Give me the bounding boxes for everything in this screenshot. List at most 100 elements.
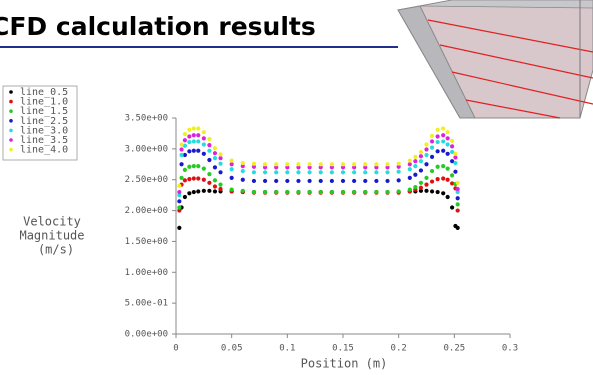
data-point: [183, 132, 187, 136]
data-point: [192, 139, 196, 143]
data-point: [218, 156, 222, 160]
data-point: [441, 126, 445, 130]
data-point: [330, 179, 334, 183]
data-point: [319, 179, 323, 183]
data-point: [408, 162, 412, 166]
x-tick-label: 0.25: [443, 344, 465, 354]
data-point: [424, 176, 428, 180]
data-point: [319, 162, 323, 166]
data-point: [196, 139, 200, 143]
data-point: [374, 162, 378, 166]
data-point: [218, 183, 222, 187]
data-point: [241, 189, 245, 193]
data-point: [441, 164, 445, 168]
data-point: [213, 178, 217, 182]
data-point: [192, 164, 196, 168]
data-point: [419, 150, 423, 154]
data-point: [456, 208, 460, 212]
data-point: [430, 179, 434, 183]
data-point: [408, 176, 412, 180]
data-point: [202, 178, 206, 182]
data-point: [424, 142, 428, 146]
data-point: [352, 170, 356, 174]
data-point: [385, 179, 389, 183]
data-point: [453, 152, 457, 156]
data-point: [319, 170, 323, 174]
data-point: [274, 179, 278, 183]
data-point: [456, 187, 460, 191]
data-point: [430, 169, 434, 173]
data-point: [385, 170, 389, 174]
data-point: [419, 159, 423, 163]
y-tick-label: 5.00e-01: [125, 299, 168, 309]
data-point: [241, 161, 245, 165]
legend-marker: [9, 100, 13, 104]
data-point: [436, 128, 440, 132]
data-point: [263, 170, 267, 174]
data-point: [413, 159, 417, 163]
data-point: [207, 181, 211, 185]
y-tick-label: 3.50e+00: [125, 114, 168, 124]
data-point: [207, 149, 211, 153]
data-point: [179, 153, 183, 157]
data-point: [450, 173, 454, 177]
data-point: [263, 162, 267, 166]
data-point: [218, 152, 222, 156]
data-point: [308, 190, 312, 194]
data-point: [285, 162, 289, 166]
data-point: [430, 155, 434, 159]
data-point: [179, 176, 183, 180]
x-tick-label: 0.3: [502, 344, 518, 354]
data-point: [413, 164, 417, 168]
legend-marker: [9, 109, 13, 113]
data-point: [308, 162, 312, 166]
data-point: [179, 142, 183, 146]
data-point: [177, 184, 181, 188]
data-point: [453, 155, 457, 159]
data-point: [213, 151, 217, 155]
x-tick-label: 0.05: [221, 344, 243, 354]
data-point: [213, 165, 217, 169]
data-point: [374, 179, 378, 183]
legend-marker: [9, 129, 13, 133]
data-point: [441, 133, 445, 137]
data-point: [397, 189, 401, 193]
data-point: [436, 190, 440, 194]
data-point: [341, 162, 345, 166]
data-point: [352, 162, 356, 166]
data-point: [450, 205, 454, 209]
data-point: [202, 142, 206, 146]
data-point: [446, 130, 450, 134]
data-point: [352, 179, 356, 183]
y-axis-label: (m/s): [38, 243, 74, 257]
data-point: [456, 202, 460, 206]
data-point: [213, 184, 217, 188]
data-point: [218, 170, 222, 174]
data-point: [363, 179, 367, 183]
data-point: [363, 190, 367, 194]
data-point: [413, 185, 417, 189]
data-point: [436, 140, 440, 144]
x-tick-label: 0.2: [391, 344, 407, 354]
data-point: [192, 190, 196, 194]
y-tick-label: 2.00e+00: [125, 206, 168, 216]
data-point: [397, 170, 401, 174]
data-point: [341, 179, 345, 183]
data-point: [202, 130, 206, 134]
data-point: [183, 138, 187, 142]
data-point: [308, 179, 312, 183]
data-point: [202, 152, 206, 156]
data-point: [397, 178, 401, 182]
data-point: [187, 191, 191, 195]
legend-marker: [9, 148, 13, 152]
data-point: [446, 178, 450, 182]
data-point: [263, 190, 267, 194]
data-point: [177, 190, 181, 194]
x-tick-label: 0.1: [279, 344, 295, 354]
data-point: [385, 162, 389, 166]
data-point: [177, 226, 181, 230]
data-point: [230, 176, 234, 180]
data-point: [241, 178, 245, 182]
data-point: [230, 162, 234, 166]
data-point: [207, 189, 211, 193]
